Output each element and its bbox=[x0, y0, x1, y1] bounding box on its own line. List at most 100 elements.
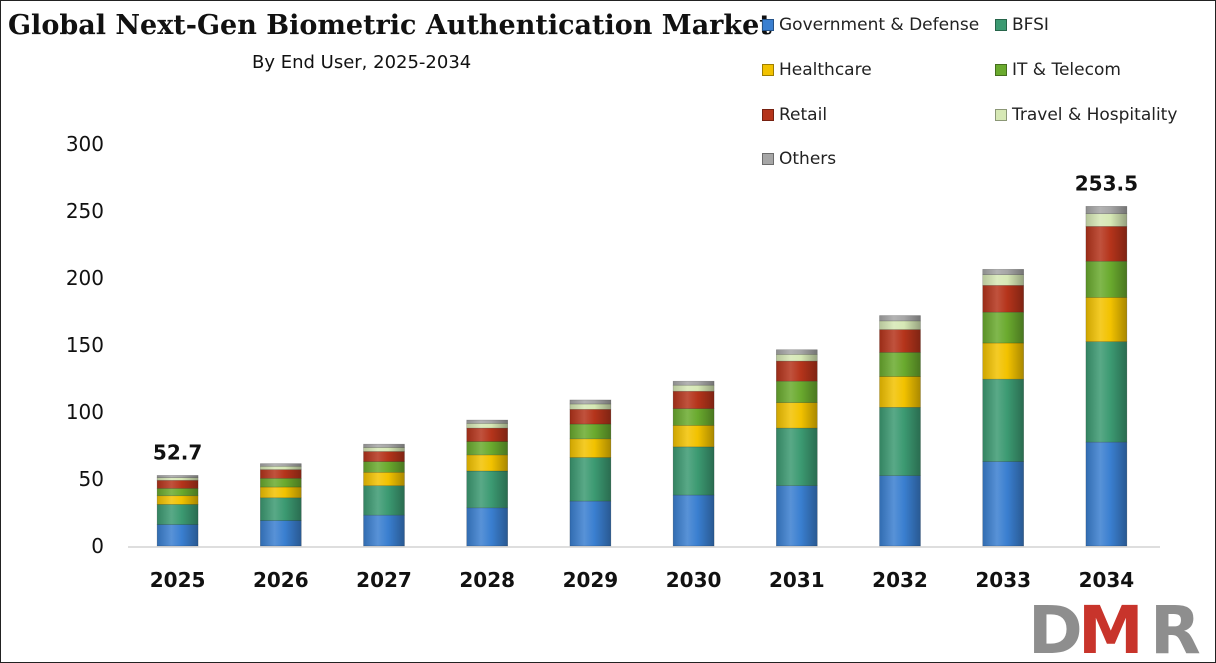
bar-segment bbox=[775, 427, 818, 486]
x-tick-label: 2030 bbox=[666, 568, 722, 592]
data-label: 253.5 bbox=[1075, 171, 1138, 195]
x-tick-label: 2027 bbox=[356, 568, 412, 592]
legend-swatch bbox=[995, 64, 1007, 76]
legend-swatch bbox=[762, 109, 774, 121]
bar-segment bbox=[156, 475, 199, 478]
legend-label: Healthcare bbox=[779, 60, 872, 80]
legend-label: Travel & Hospitality bbox=[1012, 105, 1178, 125]
bar-segment bbox=[775, 360, 818, 382]
bar-segment bbox=[1085, 297, 1128, 342]
legend-swatch bbox=[762, 64, 774, 76]
bar-segment bbox=[879, 329, 921, 353]
bar-segment bbox=[569, 399, 612, 405]
bar-segment bbox=[1085, 260, 1128, 298]
bar-segment bbox=[569, 438, 612, 458]
bar-segment bbox=[466, 427, 509, 442]
bar-segment bbox=[879, 320, 921, 330]
bar-segment bbox=[1085, 213, 1128, 227]
bar-segment bbox=[1085, 341, 1128, 443]
bar-segment bbox=[982, 461, 1025, 547]
bar-segment bbox=[775, 354, 818, 362]
legend-label: IT & Telecom bbox=[1012, 60, 1121, 80]
legend-item: Government & Defense bbox=[762, 15, 979, 35]
bar-segment bbox=[156, 488, 199, 497]
bar-segment bbox=[879, 475, 921, 547]
bar-segment bbox=[672, 446, 715, 496]
bar-segment bbox=[879, 315, 921, 322]
x-tick-label: 2028 bbox=[459, 568, 515, 592]
bar-segment bbox=[259, 478, 302, 488]
bar-segment bbox=[982, 342, 1025, 380]
bar-segment bbox=[672, 380, 715, 386]
y-tick-label: 0 bbox=[91, 534, 104, 558]
legend-label: Retail bbox=[779, 105, 828, 125]
legend-item: BFSI bbox=[995, 15, 1049, 35]
y-tick-label: 50 bbox=[79, 467, 104, 491]
bar-segment bbox=[363, 471, 405, 486]
x-tick-label: 2026 bbox=[253, 568, 309, 592]
bar-segment bbox=[156, 477, 199, 481]
bar-segment bbox=[1085, 206, 1128, 214]
x-tick-label: 2033 bbox=[975, 568, 1031, 592]
bar-segment bbox=[156, 495, 199, 505]
bar-segment bbox=[466, 419, 509, 424]
bar-segment bbox=[982, 274, 1025, 286]
x-tick-label: 2034 bbox=[1079, 568, 1135, 592]
bar-segment bbox=[466, 470, 509, 509]
bar-segment bbox=[879, 376, 921, 408]
bar-segment bbox=[569, 423, 612, 440]
bar-segment bbox=[569, 403, 612, 410]
svg-text:M: M bbox=[1078, 597, 1140, 659]
bar-segment bbox=[259, 497, 302, 521]
bar-segment bbox=[982, 285, 1025, 313]
bar-segment bbox=[982, 311, 1025, 344]
bar-segment bbox=[363, 514, 405, 547]
bar-segment bbox=[775, 402, 818, 429]
legend-label: BFSI bbox=[1012, 15, 1049, 35]
bar-segment bbox=[259, 486, 302, 499]
y-tick-label: 150 bbox=[66, 333, 104, 357]
bar-segment bbox=[363, 443, 405, 448]
bar-segment bbox=[1085, 226, 1128, 262]
bar-segment bbox=[672, 408, 715, 426]
bar-segment bbox=[775, 380, 818, 403]
legend-label: Others bbox=[779, 149, 837, 169]
bar-segment bbox=[156, 504, 199, 525]
bar-segment bbox=[466, 507, 509, 547]
bar-segment bbox=[363, 461, 405, 473]
dmr-logo: D M R bbox=[1028, 597, 1204, 659]
bar-segment bbox=[672, 384, 715, 392]
svg-text:D: D bbox=[1028, 597, 1080, 659]
bar-segment bbox=[982, 268, 1025, 275]
x-tick-label: 2025 bbox=[150, 568, 206, 592]
chart-subtitle: By End User, 2025-2034 bbox=[252, 52, 472, 73]
bar-segment bbox=[156, 480, 199, 489]
legend-item: IT & Telecom bbox=[995, 60, 1121, 80]
bar-segment bbox=[466, 441, 509, 456]
bar-segment bbox=[569, 500, 612, 547]
bar-segment bbox=[259, 465, 302, 470]
bar-segment bbox=[363, 451, 405, 462]
bar-segment bbox=[466, 423, 509, 429]
bar-segment bbox=[672, 425, 715, 448]
svg-text:R: R bbox=[1150, 597, 1200, 659]
legend-swatch bbox=[762, 19, 774, 31]
chart-title: Global Next-Gen Biometric Authentication… bbox=[8, 10, 772, 41]
bar-segment bbox=[259, 463, 302, 467]
y-tick-label: 300 bbox=[66, 132, 104, 156]
legend-swatch bbox=[995, 19, 1007, 31]
y-tick-label: 250 bbox=[66, 199, 104, 223]
x-tick-label: 2031 bbox=[769, 568, 825, 592]
bar-segment bbox=[569, 457, 612, 502]
bar-segment bbox=[156, 524, 199, 547]
legend-swatch bbox=[995, 109, 1007, 121]
legend-item: Others bbox=[762, 149, 836, 169]
y-tick-label: 100 bbox=[66, 400, 104, 424]
bar-segment bbox=[775, 485, 818, 547]
bar-segment bbox=[569, 409, 612, 425]
bar-segment bbox=[259, 469, 302, 479]
legend-label: Government & Defense bbox=[779, 15, 980, 35]
legend-item: Travel & Hospitality bbox=[995, 105, 1177, 125]
bar-segment bbox=[775, 349, 818, 355]
